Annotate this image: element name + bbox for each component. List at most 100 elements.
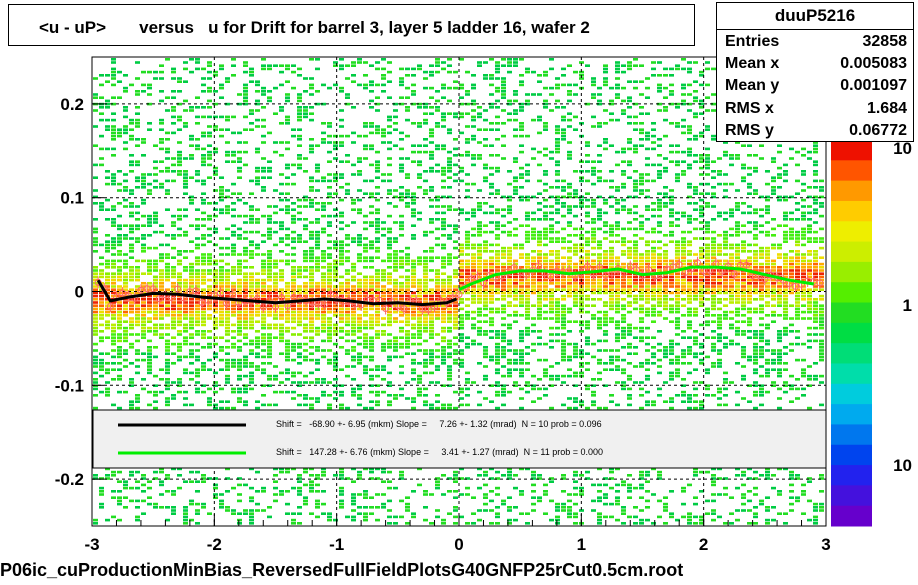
heatmap-cell [447, 477, 452, 480]
heatmap-cell [201, 179, 206, 183]
heatmap-cell [303, 301, 308, 304]
heatmap-cell [495, 64, 500, 67]
heatmap-cell [165, 243, 170, 247]
heatmap-cell [291, 342, 296, 346]
heatmap-cell [279, 83, 284, 87]
heatmap-cell [501, 384, 506, 387]
heatmap-cell [153, 506, 158, 509]
heatmap-cell [279, 326, 284, 330]
heatmap-cell [237, 272, 242, 275]
heatmap-cell [261, 166, 266, 170]
heatmap-cell [447, 314, 452, 317]
heatmap-cell [387, 307, 392, 311]
heatmap-cell [369, 144, 374, 147]
heatmap-cell [555, 125, 560, 128]
heatmap-cell [417, 122, 422, 125]
heatmap-cell [561, 266, 566, 269]
heatmap-cell [159, 160, 164, 163]
heatmap-cell [579, 234, 584, 237]
heatmap-cell [357, 323, 362, 327]
heatmap-cell [561, 349, 566, 352]
heatmap-cell [195, 320, 200, 323]
heatmap-cell [381, 323, 386, 327]
heatmap-cell [339, 467, 344, 471]
heatmap-cell [339, 304, 344, 307]
heatmap-cell [93, 362, 98, 365]
heatmap-cell [207, 307, 212, 311]
heatmap-cell [507, 102, 512, 106]
heatmap-cell [369, 275, 374, 279]
heatmap-cell [243, 102, 248, 106]
heatmap-cell [267, 352, 272, 355]
heatmap-cell [99, 243, 104, 247]
heatmap-cell [279, 192, 284, 195]
heatmap-cell [369, 205, 374, 208]
heatmap-cell [417, 298, 422, 301]
heatmap-cell [489, 262, 494, 266]
heatmap-cell [285, 326, 290, 330]
heatmap-cell [237, 170, 242, 173]
heatmap-cell [105, 467, 110, 471]
heatmap-cell [357, 506, 362, 509]
heatmap-cell [333, 285, 338, 288]
heatmap-cell [219, 346, 224, 349]
heatmap-cell [351, 237, 356, 240]
heatmap-cell [507, 230, 512, 234]
heatmap-cell [189, 58, 194, 61]
heatmap-cell [177, 278, 182, 282]
heatmap-cell [315, 333, 320, 336]
heatmap-cell [339, 368, 344, 371]
heatmap-cell [351, 278, 356, 282]
heatmap-cell [165, 208, 170, 211]
heatmap-cell [339, 144, 344, 147]
heatmap-cell [309, 285, 314, 288]
heatmap-cell [201, 67, 206, 71]
heatmap-cell [375, 275, 380, 279]
heatmap-cell [393, 256, 398, 259]
heatmap-cell [129, 400, 134, 403]
heatmap-cell [567, 355, 572, 359]
heatmap-cell [93, 237, 98, 240]
heatmap-cell [135, 160, 140, 163]
heatmap-cell [243, 336, 248, 339]
heatmap-cell [171, 224, 176, 227]
heatmap-cell [129, 205, 134, 208]
heatmap-cell [189, 317, 194, 320]
heatmap-cell [249, 285, 254, 288]
heatmap-cell [189, 262, 194, 266]
heatmap-cell [309, 346, 314, 349]
heatmap-cell [273, 499, 278, 503]
heatmap-cell [297, 272, 302, 275]
heatmap-cell [537, 179, 542, 183]
heatmap-cell [207, 291, 212, 295]
heatmap-cell [315, 67, 320, 71]
heatmap-cell [399, 170, 404, 173]
heatmap-cell [273, 294, 278, 298]
heatmap-cell [495, 406, 500, 410]
heatmap-cell [297, 291, 302, 295]
heatmap-cell [255, 470, 260, 474]
heatmap-cell [405, 397, 410, 400]
heatmap-cell [195, 96, 200, 99]
heatmap-cell [399, 320, 404, 323]
heatmap-cell [123, 234, 128, 237]
heatmap-cell [357, 58, 362, 61]
heatmap-cell [243, 230, 248, 234]
heatmap-cell [333, 266, 338, 269]
heatmap-cell [375, 128, 380, 131]
heatmap-cell [447, 237, 452, 240]
heatmap-cell [213, 320, 218, 323]
heatmap-cell [273, 467, 278, 471]
heatmap-cell [369, 336, 374, 339]
heatmap-cell [333, 214, 338, 218]
heatmap-cell [279, 490, 284, 493]
heatmap-cell [363, 227, 368, 231]
heatmap-cell [297, 474, 302, 477]
heatmap-cell [417, 278, 422, 282]
heatmap-cell [363, 179, 368, 183]
heatmap-cell [459, 83, 464, 87]
heatmap-cell [423, 506, 428, 509]
heatmap-cell [201, 320, 206, 323]
heatmap-cell [237, 477, 242, 480]
heatmap-cell [387, 282, 392, 285]
